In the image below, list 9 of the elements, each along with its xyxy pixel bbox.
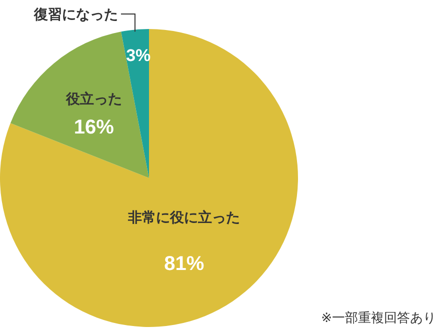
text: ※一部重複回答あり (321, 310, 436, 325)
slice-label: 復習になった (32, 6, 118, 22)
pie-slice (0, 29, 298, 327)
slice-label: 役立った (64, 90, 122, 106)
data-label: 81% (164, 252, 204, 275)
data-label: 16% (74, 116, 114, 138)
pie-slice (10, 32, 149, 178)
slice-label: 非常に役に立った (127, 208, 240, 225)
pie-slice (121, 29, 149, 178)
